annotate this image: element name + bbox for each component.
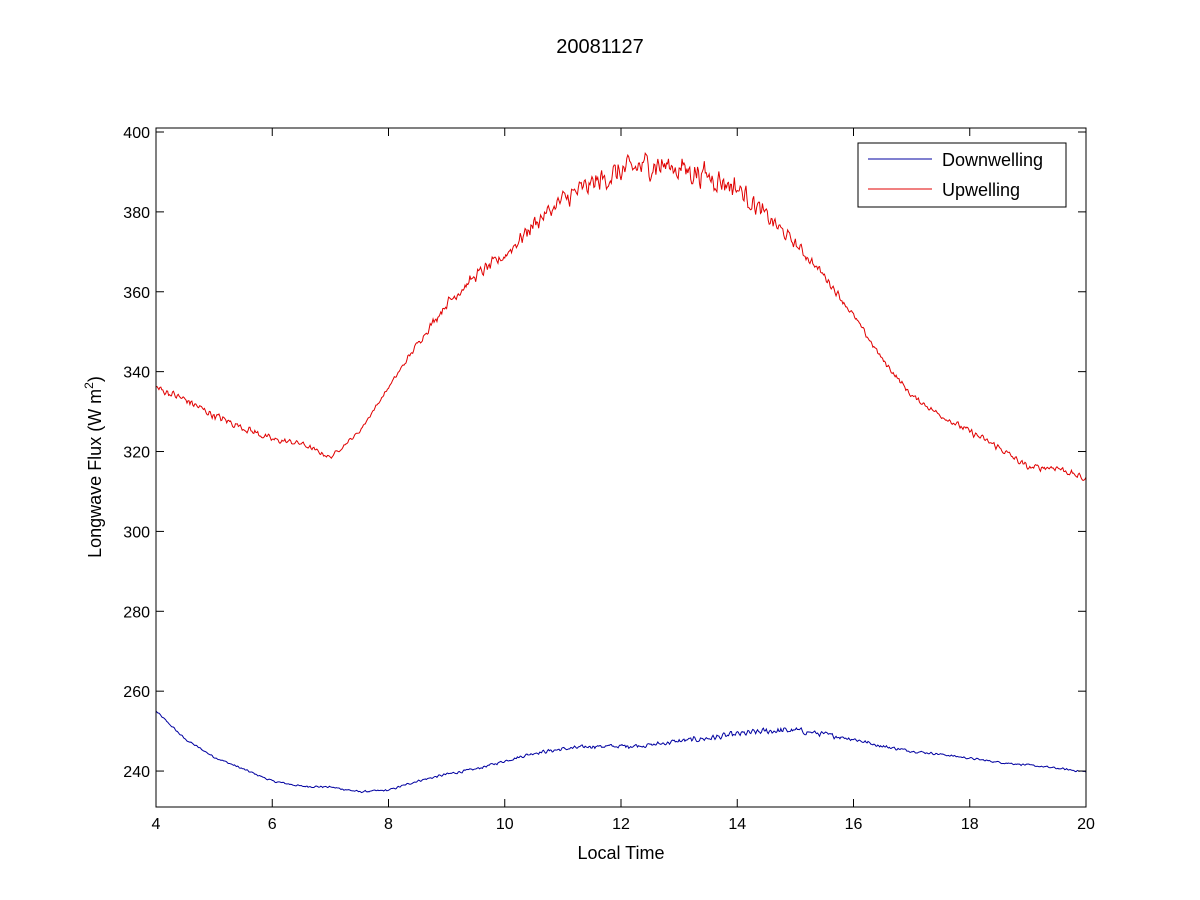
y-tick-label: 240: [123, 764, 150, 781]
x-ticks: 4 6 8 10 12 14 16 18 20: [152, 128, 1095, 833]
x-tick-label: 10: [496, 816, 514, 833]
legend-label-downwelling: Downwelling: [942, 150, 1043, 170]
y-axis-label-main: Longwave Flux (W m: [85, 389, 105, 558]
x-axis-label: Local Time: [577, 843, 664, 863]
x-tick-label: 16: [845, 816, 863, 833]
series-line-upwelling: [155, 151, 1087, 481]
legend-box: [857, 142, 1067, 208]
y-tick-label: 300: [123, 524, 150, 541]
y-tick-label: 380: [123, 205, 150, 222]
x-tick-label: 14: [728, 816, 746, 833]
legend-label-upwelling: Upwelling: [942, 180, 1020, 200]
y-tick-label: 280: [123, 604, 150, 621]
y-axis-label: Longwave Flux (W m2): [82, 376, 105, 558]
y-ticks: 240 260 280 300 320 340 360 380 400: [123, 125, 1086, 781]
y-tick-label: 340: [123, 365, 150, 382]
plot-area: [156, 128, 1086, 807]
y-tick-label: 320: [123, 445, 150, 462]
y-tick-label: 400: [123, 125, 150, 142]
x-tick-label: 20: [1077, 816, 1095, 833]
chart-title: 20081127: [556, 36, 644, 58]
y-axis-label-close: ): [85, 376, 105, 382]
y-tick-label: 260: [123, 684, 150, 701]
x-tick-label: 6: [268, 816, 277, 833]
x-tick-label: 8: [384, 816, 393, 833]
series-group: [155, 151, 1087, 794]
x-tick-label: 18: [961, 816, 979, 833]
legend: Downwelling Upwelling: [857, 142, 1067, 208]
x-tick-label: 4: [152, 816, 161, 833]
y-tick-label: 360: [123, 285, 150, 302]
series-line-downwelling: [155, 710, 1087, 794]
y-axis-label-sup: 2: [82, 382, 96, 389]
x-tick-label: 12: [612, 816, 630, 833]
